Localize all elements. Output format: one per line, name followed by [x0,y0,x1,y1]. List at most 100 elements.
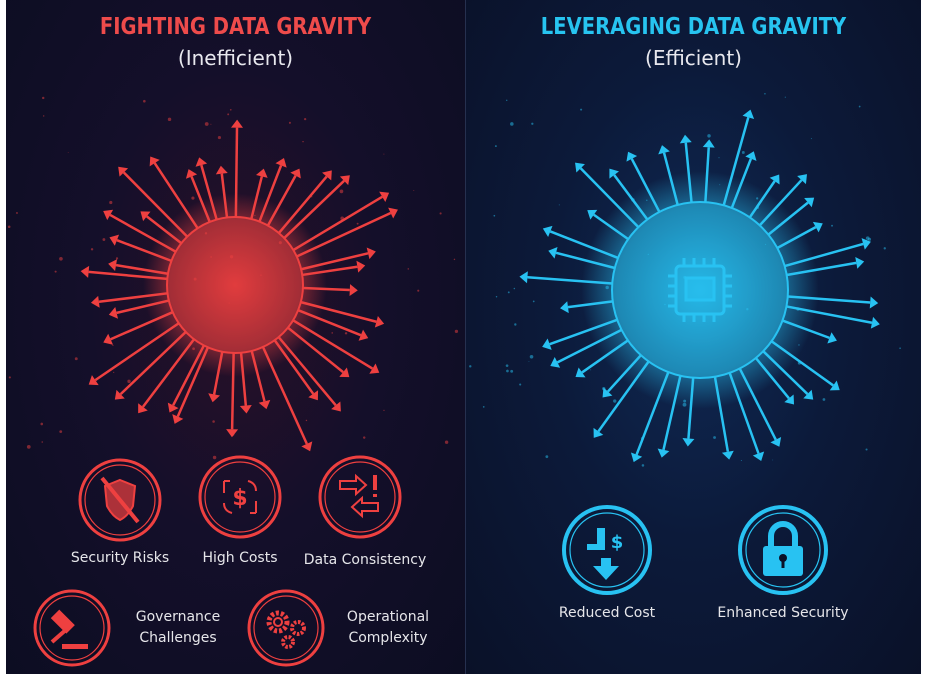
arrow-head [358,329,369,341]
arrow-shaft [567,300,613,309]
star-dot [417,289,420,292]
arrow-shaft [234,127,239,218]
star-dot [54,270,57,273]
arrow-head [519,271,528,284]
star-dot [407,268,410,270]
arrow-head [88,375,99,386]
star-dot [112,344,114,346]
arrow-shaft [722,117,750,206]
star-dot [74,357,78,361]
red-sphere-arrows-graphic [7,96,459,460]
star-dot [383,153,385,155]
arrow-shaft [172,344,206,406]
arrow-head [682,438,695,447]
star-dot [507,291,510,294]
star-dot [363,436,366,439]
arrow-shaft [115,263,169,276]
star-dot [212,455,217,460]
arrow-shaft [762,350,809,395]
left-icons: $ [33,455,402,667]
star-dot [43,115,45,117]
arrow-head [742,109,755,119]
shield-crossed-icon [78,458,162,542]
arrow-shaft [713,376,730,452]
star-dot [143,99,146,103]
arrow-shaft [283,179,345,239]
red-sphere [166,216,304,354]
arrow-shaft [302,286,350,292]
arrow-head [366,247,376,260]
arrow-shaft [176,346,210,418]
left-title: FIGHTING DATA GRAVITY [99,14,372,40]
right-icons: $ [562,258,828,595]
label-high-costs: High Costs [202,550,278,566]
star-dot [707,134,711,138]
arrow-head [770,436,782,447]
arrow-shaft [549,318,618,346]
star-dot [513,287,516,290]
star-dot [514,323,517,326]
star-dot [305,419,308,422]
star-dot [67,152,69,153]
arrow-head [138,403,148,414]
arrow-head [550,357,561,368]
arrow-shaft [250,176,264,220]
arrow-shaft [579,167,640,229]
arrow-shaft [581,339,629,374]
star-dot [510,369,514,373]
arrow-head [226,429,239,438]
star-dot [40,422,44,426]
red-glow [143,193,327,377]
arrow-head [109,234,120,246]
arrow-shaft [258,164,283,222]
arrow-head [379,191,390,202]
star-dot [302,140,304,143]
arrow-shaft [730,158,753,209]
arrow-head [369,363,380,374]
arrow-head [103,333,114,345]
arrow-shaft [98,292,168,304]
arrow-shaft [292,319,374,370]
star-dot [41,441,43,443]
arrow-head [702,139,715,148]
arrow-head [290,168,301,179]
arrow-head [108,307,119,319]
label-governance-challenges: Governance Challenges [118,607,238,649]
arrow-shaft [110,311,174,341]
arrow-head [108,259,118,272]
star-dot [531,122,534,125]
star-dot [344,332,348,335]
svg-text:$: $ [232,486,247,511]
arrow-head [542,338,552,350]
arrow-head [258,399,271,410]
arrow-shaft [782,319,830,340]
arrow-shaft [220,173,229,218]
star-dot [356,222,359,225]
arrow-shaft [549,230,619,260]
arrow-head [80,265,90,278]
star-dot [529,354,534,359]
arrow-head [679,134,692,144]
arrow-head [602,387,613,398]
arrow-shaft [748,180,776,219]
arrow-head [658,145,670,155]
star-dot [505,364,509,368]
arrow-shaft [787,295,871,304]
arrow-shaft [277,175,328,234]
chip-icon [668,258,732,322]
arrow-shaft [786,305,873,324]
arrow-shaft [684,142,693,203]
arrow-head [339,175,350,186]
arrow-shaft [116,299,170,315]
arrow-head [721,450,734,460]
arrow-shaft [635,371,670,456]
arrow-head [339,367,350,378]
star-dot [482,406,485,408]
arrow-head [861,238,871,250]
star-dot [495,296,498,298]
arrow-head [575,367,586,378]
gavel-icon [33,589,111,667]
arrow-head [870,316,880,329]
arrow-shaft [662,375,682,451]
star-dot [883,247,886,250]
